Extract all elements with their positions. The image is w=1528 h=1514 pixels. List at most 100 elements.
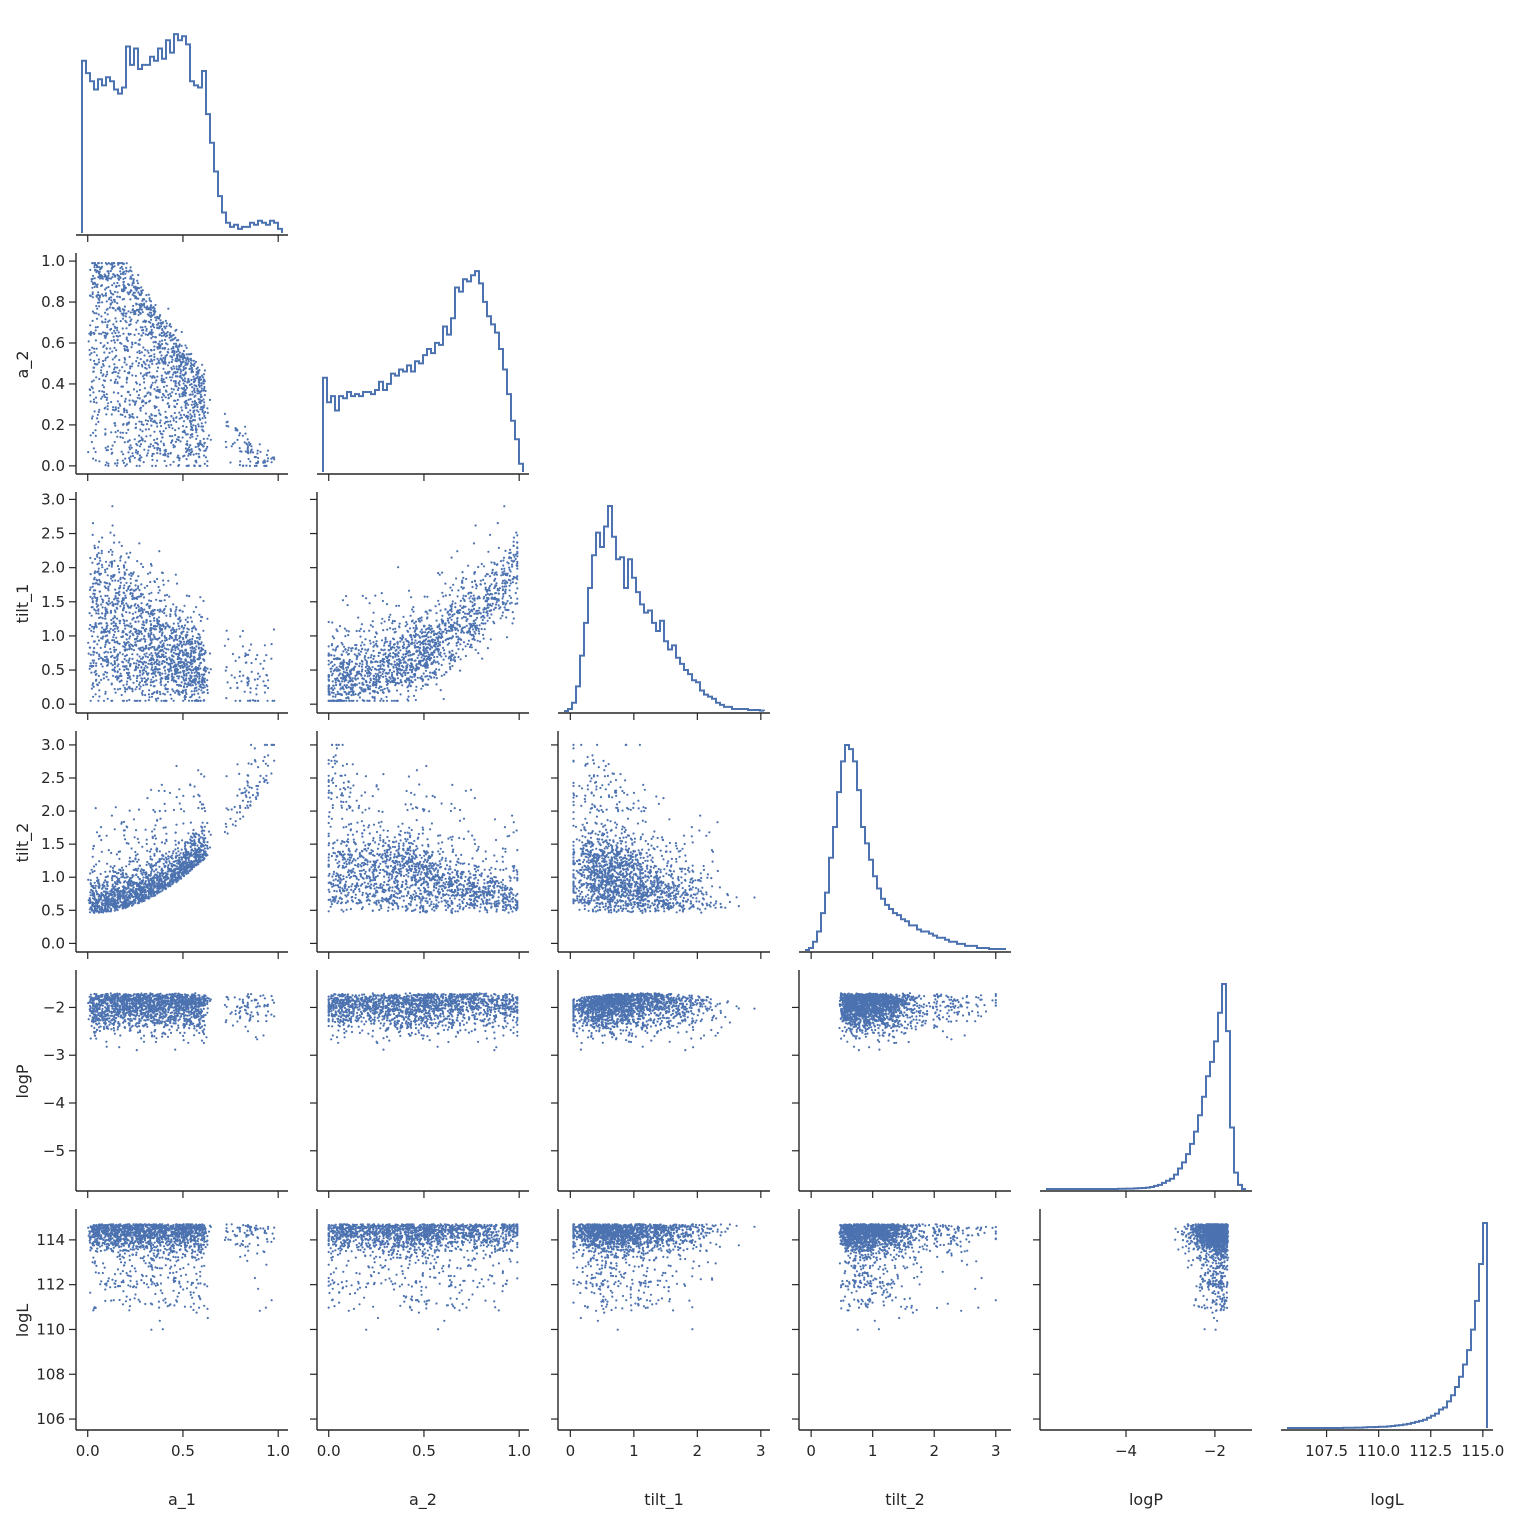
scatter-point: [203, 674, 205, 676]
scatter-point: [134, 628, 136, 630]
scatter-point: [100, 333, 102, 335]
scatter-point: [106, 333, 108, 335]
scatter-point: [203, 455, 205, 457]
scatter-point: [201, 422, 203, 424]
scatter-point: [195, 453, 197, 455]
scatter-point: [194, 640, 196, 642]
scatter-point: [191, 436, 193, 438]
scatter-point: [255, 693, 257, 695]
scatter-point: [206, 679, 208, 681]
scatter-point: [124, 646, 126, 648]
scatter-point: [264, 461, 266, 463]
scatter-point: [234, 677, 236, 679]
scatter-point: [162, 380, 164, 382]
scatter-point: [150, 443, 152, 445]
scatter-point: [138, 589, 140, 591]
scatter-point: [184, 385, 186, 387]
scatter-point: [190, 379, 192, 381]
scatter-point: [119, 643, 121, 645]
scatter-point: [159, 422, 161, 424]
scatter-point: [96, 417, 98, 419]
scatter-point: [231, 445, 233, 447]
scatter-point: [123, 315, 125, 317]
scatter-point: [96, 600, 98, 602]
scatter-point: [142, 690, 144, 692]
scatter-point: [106, 568, 108, 570]
scatter-point: [92, 597, 94, 599]
scatter-point: [179, 665, 181, 667]
scatter-point: [159, 333, 161, 335]
scatter-point: [114, 631, 116, 633]
scatter-point: [187, 404, 189, 406]
scatter-point: [155, 675, 157, 677]
scatter-point: [178, 359, 180, 361]
scatter-point: [95, 423, 97, 425]
scatter-point: [149, 581, 151, 583]
scatter-point: [154, 609, 156, 611]
scatter-point: [145, 619, 147, 621]
scatter-point: [181, 395, 183, 397]
scatter-point: [187, 621, 189, 623]
scatter-point: [140, 677, 142, 679]
scatter-point: [171, 388, 173, 390]
scatter-point: [157, 609, 159, 611]
scatter-point: [182, 391, 184, 393]
scatter-point: [90, 700, 92, 702]
scatter-point: [146, 603, 148, 605]
scatter-point: [90, 352, 92, 354]
scatter-point: [113, 657, 115, 659]
scatter-point: [98, 639, 100, 641]
scatter-point: [208, 672, 210, 674]
y-tick-label: 0.0: [41, 457, 65, 475]
scatter-point: [138, 661, 140, 663]
scatter-point: [150, 652, 152, 654]
scatter-point: [150, 420, 152, 422]
scatter-point: [99, 560, 101, 562]
scatter-point: [175, 375, 177, 377]
scatter-point: [145, 372, 147, 374]
scatter-point: [174, 671, 176, 673]
y-tick-label: 0.0: [41, 695, 65, 713]
scatter-point: [96, 579, 98, 581]
scatter-point: [101, 293, 103, 295]
scatter-point: [100, 573, 102, 575]
scatter-point: [115, 623, 117, 625]
scatter-point: [166, 417, 168, 419]
scatter-point: [117, 400, 119, 402]
scatter-point: [93, 360, 95, 362]
scatter-point: [176, 456, 178, 458]
scatter-point: [93, 266, 95, 268]
scatter-point: [96, 626, 98, 628]
scatter-point: [171, 679, 173, 681]
scatter-point: [135, 665, 137, 667]
scatter-point: [151, 363, 153, 365]
scatter-point: [110, 431, 112, 433]
scatter-point: [190, 650, 192, 652]
scatter-point: [130, 572, 132, 574]
scatter-point: [180, 641, 182, 643]
scatter-point: [170, 651, 172, 653]
scatter-point: [129, 552, 131, 554]
scatter-point: [147, 350, 149, 352]
scatter-point: [202, 681, 204, 683]
scatter-point: [118, 620, 120, 622]
scatter-point: [191, 638, 193, 640]
scatter-point: [165, 605, 167, 607]
scatter-point: [155, 396, 157, 398]
scatter-point: [202, 644, 204, 646]
scatter-point: [100, 398, 102, 400]
panel-tilt_1-vs-a_2: [310, 492, 529, 720]
scatter-point: [181, 331, 183, 333]
scatter-point: [95, 622, 97, 624]
scatter-point: [129, 292, 131, 294]
scatter-point: [203, 382, 205, 384]
scatter-point: [186, 358, 188, 360]
scatter-point: [150, 314, 152, 316]
scatter-point: [165, 391, 167, 393]
scatter-point: [148, 599, 150, 601]
scatter-point: [161, 322, 163, 324]
scatter-point: [265, 685, 267, 687]
scatter-point: [146, 455, 148, 457]
scatter-point: [236, 687, 238, 689]
scatter-point: [145, 412, 147, 414]
